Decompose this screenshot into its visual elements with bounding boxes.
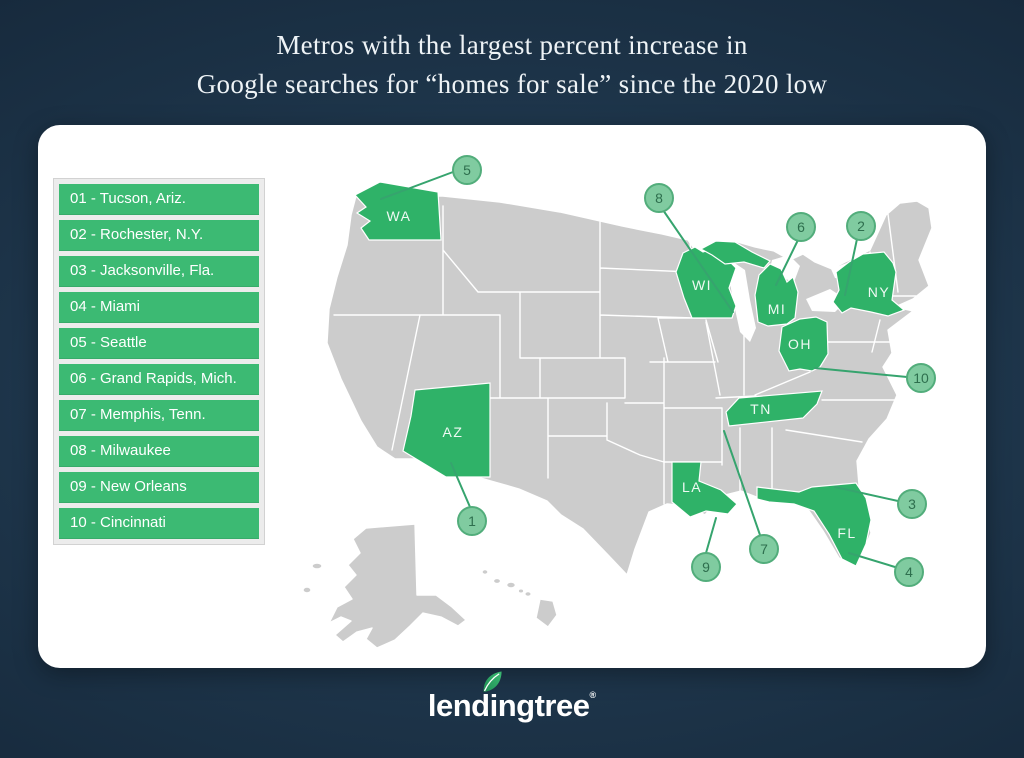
legend-item-09: 09 - New Orleans [59, 472, 259, 503]
state-wa [354, 181, 442, 241]
title-line-1: Metros with the largest percent increase… [276, 30, 748, 60]
leaf-icon [483, 671, 502, 692]
brand-text: lendingtree® [428, 688, 596, 723]
marker-4-line [848, 552, 896, 568]
state-label-wi: WI [692, 277, 712, 293]
svg-text:2: 2 [857, 218, 865, 234]
state-borders [333, 205, 917, 505]
marker-1-line [450, 462, 471, 508]
state-oh [778, 316, 829, 372]
legend-item-04: 04 - Miami [59, 292, 259, 323]
state-label-mi: MI [768, 301, 787, 317]
svg-text:9: 9 [702, 559, 710, 575]
marker-5-line [380, 171, 454, 200]
marker-4: 4 [894, 557, 924, 587]
marker-8-line [662, 209, 734, 313]
lake-michigan-shape [728, 262, 756, 342]
marker-1: 1 [457, 506, 487, 536]
state-label-az: AZ [443, 424, 464, 440]
legend-item-01: 01 - Tucson, Ariz. [59, 184, 259, 215]
us-map: WA AZ WI MI NY OH TN LA FL 1 [302, 155, 936, 649]
marker-10: 10 [906, 363, 936, 393]
marker-8: 8 [644, 183, 674, 213]
state-tn [725, 390, 823, 427]
svg-text:4: 4 [905, 564, 913, 580]
svg-text:5: 5 [463, 162, 471, 178]
alaska-shape [328, 523, 467, 649]
svg-text:1: 1 [468, 513, 476, 529]
state-la [671, 461, 738, 518]
registered-mark: ® [589, 690, 597, 700]
hawaii-islands [481, 568, 558, 628]
legend-item-03: 03 - Jacksonville, Fla. [59, 256, 259, 287]
state-mi-upper [699, 240, 771, 269]
lendingtree-logo: lendingtree® [0, 671, 1024, 724]
state-label-wa: WA [386, 208, 411, 224]
legend-item-05: 05 - Seattle [59, 328, 259, 359]
state-label-la: LA [682, 479, 702, 495]
state-label-fl: FL [837, 525, 856, 541]
svg-text:7: 7 [760, 541, 768, 557]
svg-text:10: 10 [913, 370, 929, 386]
legend-item-06: 06 - Grand Rapids, Mich. [59, 364, 259, 395]
marker-9: 9 [691, 552, 721, 582]
state-mi [754, 263, 799, 327]
alaska-islands [302, 562, 323, 594]
map-card: 01 - Tucson, Ariz. 02 - Rochester, N.Y. … [38, 125, 986, 668]
legend-panel: 01 - Tucson, Ariz. 02 - Rochester, N.Y. … [53, 178, 265, 545]
marker-3-line [834, 486, 899, 502]
legend-item-08: 08 - Milwaukee [59, 436, 259, 467]
marker-5: 5 [452, 155, 482, 185]
title-line-2: Google searches for “homes for sale” sin… [196, 69, 828, 99]
marker-10-line [814, 367, 908, 378]
marker-2-line [844, 238, 858, 296]
marker-9-line [705, 517, 717, 554]
state-fl [756, 482, 872, 567]
brand-wordmark: lendingtree [427, 688, 590, 723]
state-wi [675, 246, 737, 319]
svg-text:8: 8 [655, 190, 663, 206]
state-az [402, 382, 491, 478]
svg-text:6: 6 [797, 219, 805, 235]
page-title: Metros with the largest percent increase… [0, 26, 1024, 104]
marker-3: 3 [897, 489, 927, 519]
state-label-oh: OH [788, 336, 812, 352]
legend-item-07: 07 - Memphis, Tenn. [59, 400, 259, 431]
marker-7-line [723, 430, 761, 536]
marker-2: 2 [846, 211, 876, 241]
state-label-ny: NY [868, 284, 890, 300]
legend-item-02: 02 - Rochester, N.Y. [59, 220, 259, 251]
legend-item-10: 10 - Cincinnati [59, 508, 259, 539]
state-label-tn: TN [750, 401, 772, 417]
svg-text:3: 3 [908, 496, 916, 512]
marker-7: 7 [749, 534, 779, 564]
marker-6-line [775, 239, 799, 286]
marker-6: 6 [786, 212, 816, 242]
